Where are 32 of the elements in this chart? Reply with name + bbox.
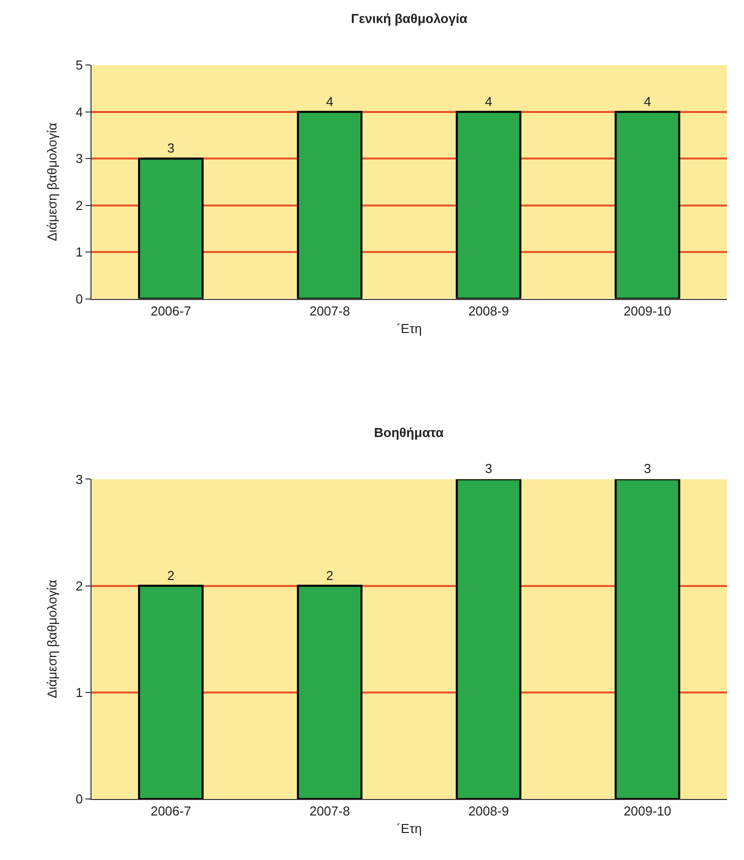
x-tick-label: 2008-9	[468, 303, 509, 318]
y-tick-label: 5	[76, 58, 83, 73]
y-tick-label: 1	[76, 244, 83, 260]
chart-title: Βοηθήματα	[374, 425, 444, 440]
y-tick-label: 0	[76, 291, 83, 306]
chart-title: Γενική βαθμολογία	[351, 11, 468, 26]
data-label: 4	[644, 94, 652, 109]
data-label: 3	[167, 140, 174, 156]
y-tick-label: 2	[76, 578, 83, 594]
x-tick-label: 2009-10	[624, 804, 672, 819]
x-tick-label: 2007-8	[309, 804, 350, 819]
x-axis-title: ´Ετη	[396, 321, 422, 336]
x-tick-label: 2006-7	[150, 303, 192, 318]
x-axis-title: ´Ετη	[396, 821, 422, 836]
y-tick-label: 4	[76, 104, 83, 120]
data-label: 3	[644, 461, 652, 476]
data-label: 4	[484, 94, 492, 109]
x-tick-label: 2009-10	[624, 303, 672, 318]
x-tick-label: 2006-7	[150, 804, 192, 819]
data-label: 2	[326, 568, 334, 583]
y-tick-label: 1	[76, 684, 83, 700]
y-tick-label: 3	[76, 472, 83, 487]
y-tick-label: 3	[76, 151, 83, 166]
x-tick-label: 2007-8	[309, 303, 350, 318]
data-label: 3	[484, 461, 492, 476]
x-tick-label: 2008-9	[468, 804, 509, 819]
data-label: 4	[326, 94, 334, 109]
y-tick-label: 0	[76, 792, 83, 807]
y-tick-label: 2	[76, 198, 83, 213]
y-axis-title: Διάμεση βαθμολογία	[44, 579, 60, 698]
y-axis-title: Διάμεση βαθμολογία	[44, 122, 60, 242]
data-label: 2	[167, 568, 174, 583]
